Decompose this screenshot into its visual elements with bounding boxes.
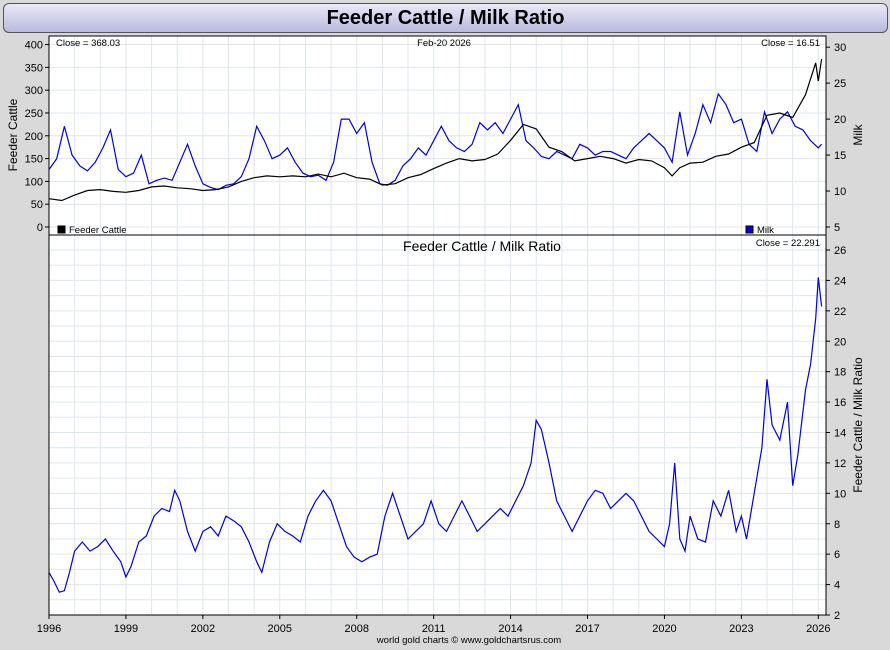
ratio-tick-label: 24 <box>834 275 846 287</box>
legend-label-feeder-cattle: Feeder Cattle <box>69 225 127 236</box>
year-axis: 1996 1999 2002 2005 2008 2011 2014 2017 2020 2023… <box>37 615 831 635</box>
milk-axis: 5 10 15 20 25 30 <box>826 42 846 234</box>
date-label: Feb-20 2026 <box>417 38 471 49</box>
feeder-cattle-tick-label: 150 <box>25 154 43 166</box>
feeder-cattle-tick-label: 0 <box>37 222 43 234</box>
title-bar: Feeder Cattle / Milk Ratio <box>3 3 888 33</box>
ratio-axis-label: Feeder Cattle / Milk Ratio <box>851 357 865 493</box>
ratio-series-line <box>48 277 823 593</box>
feeder-cattle-axis-label: Feeder Cattle <box>6 98 20 171</box>
milk-tick-label: 15 <box>834 150 846 162</box>
feeder-cattle-series-line <box>48 59 823 202</box>
year-tick-label: 2023 <box>729 623 753 635</box>
bottom-panel-background <box>48 234 827 616</box>
year-tick-label: 2005 <box>268 623 292 635</box>
chart-title: Feeder Cattle / Milk Ratio <box>326 6 565 29</box>
feeder-cattle-tick-label: 200 <box>25 131 43 143</box>
feeder-cattle-tick-label: 300 <box>25 85 43 97</box>
ratio-tick-label: 20 <box>834 336 846 348</box>
year-tick-label: 2008 <box>344 623 368 635</box>
footer-credit: world gold charts © www.goldchartsrus.co… <box>376 635 561 646</box>
ratio-tick-label: 14 <box>834 428 846 440</box>
legend-swatch-milk <box>745 225 754 234</box>
milk-close: Close = 16.51 <box>761 38 820 49</box>
year-tick-label: 2002 <box>191 623 215 635</box>
ratio-tick-label: 26 <box>834 245 846 257</box>
feeder-cattle-tick-label: 400 <box>25 40 43 52</box>
milk-series-line <box>48 92 823 191</box>
ratio-tick-label: 6 <box>834 549 840 561</box>
year-tick-label: 2017 <box>575 623 599 635</box>
milk-tick-label: 25 <box>834 78 846 90</box>
ratio-tick-label: 4 <box>834 580 840 592</box>
legend-swatch-feeder-cattle <box>57 225 66 234</box>
feeder-cattle-close: Close = 368.03 <box>56 38 120 49</box>
ratio-tick-label: 10 <box>834 488 846 500</box>
year-tick-label: 1996 <box>37 623 61 635</box>
year-tick-label: 2014 <box>498 623 522 635</box>
feeder-cattle-tick-label: 350 <box>25 62 43 74</box>
year-tick-label: 2011 <box>422 623 446 635</box>
ratio-tick-label: 16 <box>834 397 846 409</box>
ratio-tick-label: 8 <box>834 519 840 531</box>
bottom-panel-series <box>48 277 823 593</box>
plot-border <box>48 35 827 616</box>
ratio-tick-label: 22 <box>834 306 846 318</box>
ratio-close: Close = 22.291 <box>756 238 820 249</box>
year-tick-label: 2020 <box>652 623 676 635</box>
milk-tick-label: 10 <box>834 186 846 198</box>
year-tick-label: 1999 <box>114 623 138 635</box>
ratio-tick-label: 18 <box>834 367 846 379</box>
ratio-panel-title: Feeder Cattle / Milk Ratio <box>403 238 561 254</box>
milk-tick-label: 20 <box>834 114 846 126</box>
top-panel-series <box>48 59 823 202</box>
milk-tick-label: 30 <box>834 42 846 54</box>
feeder-cattle-tick-label: 100 <box>25 176 43 188</box>
legend-label-milk: Milk <box>757 225 774 236</box>
ratio-tick-label: 2 <box>834 610 840 622</box>
feeder-cattle-tick-label: 250 <box>25 108 43 120</box>
feeder-cattle-tick-label: 50 <box>31 199 43 211</box>
milk-axis-label: Milk <box>851 123 865 145</box>
year-tick-label: 2026 <box>806 623 830 635</box>
ratio-tick-label: 12 <box>834 458 846 470</box>
feeder-cattle-axis: 0 50 100 150 200 250 300 350 400 <box>25 40 49 234</box>
milk-tick-label: 5 <box>834 222 840 234</box>
